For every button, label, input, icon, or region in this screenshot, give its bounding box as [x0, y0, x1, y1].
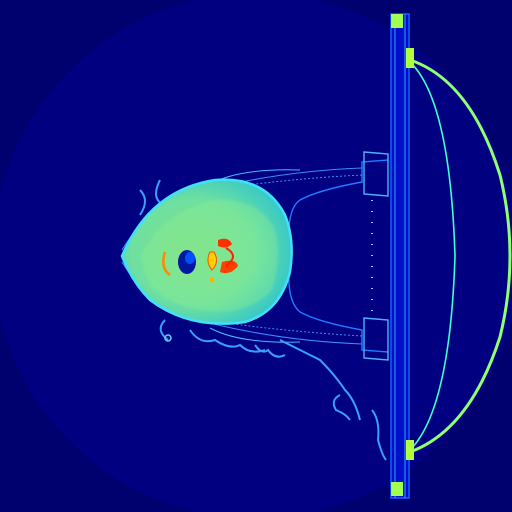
strand-bottom-6 — [254, 344, 286, 358]
bone-dot-1 — [209, 277, 215, 283]
bone-structure-right-bottom — [220, 260, 238, 274]
strand-top-2 — [139, 189, 146, 216]
strand-bottom-5 — [371, 409, 387, 461]
table-bottom-marker — [391, 482, 403, 496]
strand-bottom-2 — [189, 329, 266, 353]
strand-bottom-3 — [279, 339, 361, 421]
strand-bottom-1 — [159, 319, 169, 341]
cradle-outer-arc — [408, 58, 512, 454]
table-top-marker — [391, 14, 403, 28]
cradle-arcs — [406, 48, 512, 460]
head-rest-top-bracket — [363, 151, 389, 197]
cradle-top-clip — [406, 48, 414, 68]
scanner-table — [390, 13, 410, 499]
bone-structure-left — [162, 251, 171, 277]
head-cross-section — [120, 178, 293, 325]
bone-structure-arc — [225, 247, 234, 267]
cradle-bottom-clip — [406, 440, 414, 460]
table-board-outer — [390, 13, 410, 499]
head-rest-bottom-bracket — [363, 317, 389, 361]
cradle-inner-arc — [409, 61, 456, 451]
bone-structure-center — [207, 251, 218, 271]
nasal-cavity-inner — [185, 252, 195, 264]
mask-bottom-fold — [209, 327, 301, 343]
bone-structure-right-top — [218, 238, 232, 248]
hair-strands — [139, 179, 387, 461]
strand-bottom-4 — [332, 394, 351, 421]
ear-marker — [164, 334, 172, 342]
